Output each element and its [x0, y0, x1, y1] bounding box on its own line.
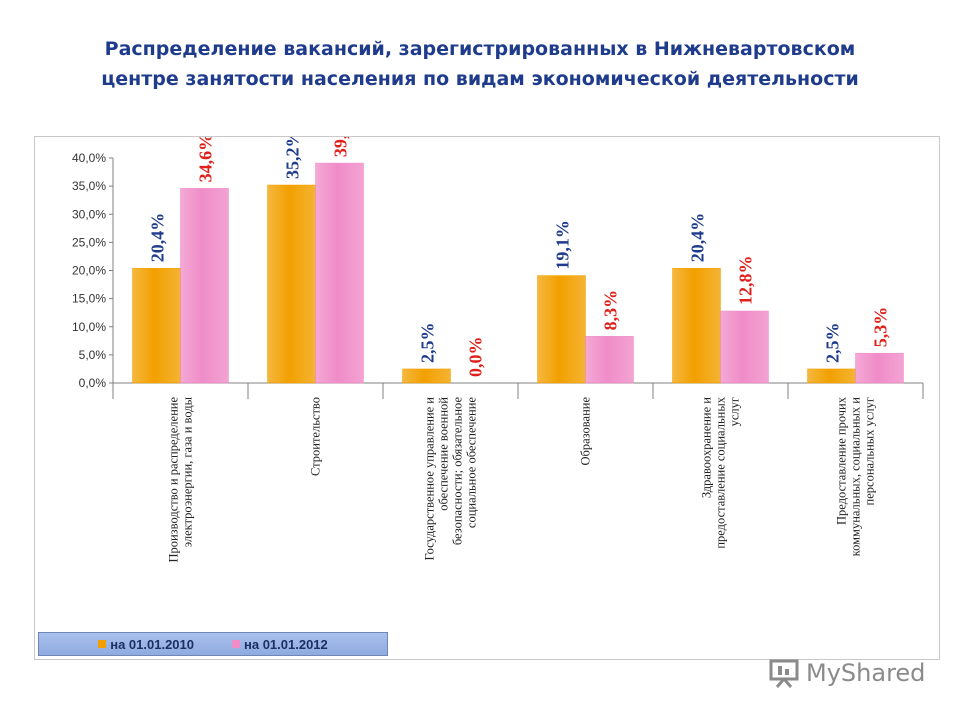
- chart-title-line-1: Распределение вакансий, зарегистрированн…: [104, 38, 856, 60]
- data-label-2010: 2,5%: [823, 322, 843, 363]
- y-tick-label: 30,0%: [72, 207, 106, 221]
- chart-frame: 0,0% 5,0% 10,0% 15,0% 20,0% 25,0% 30,0% 35,0% 40…: [34, 136, 940, 660]
- bar-chart: 0,0% 5,0% 10,0% 15,0% 20,0% 25,0% 30,0% 35,0% 40…: [72, 137, 924, 563]
- bar-2012: [585, 336, 634, 384]
- y-tick-label: 40,0%: [72, 151, 106, 165]
- data-label-2012: 39,1%: [331, 137, 351, 157]
- bar-2010: [807, 368, 856, 384]
- watermark: MyShared: [768, 656, 925, 690]
- data-label-2012: 34,6%: [196, 137, 216, 182]
- bar-2010: [537, 275, 586, 384]
- category-label: персональных услуг: [863, 397, 877, 505]
- category-label: Производство и распределение: [167, 397, 181, 563]
- bar-2012: [720, 310, 769, 384]
- data-label-2010: 2,5%: [418, 322, 438, 363]
- chart-title: Распределение вакансий, зарегистрированн…: [40, 34, 920, 94]
- legend-entry-2010: на 01.01.2010: [98, 637, 194, 652]
- category-label: Строительство: [309, 397, 323, 476]
- y-tick-label: 5,0%: [79, 348, 107, 362]
- data-label-2010: 20,4%: [688, 213, 708, 263]
- data-label-2010: 35,2%: [283, 137, 303, 179]
- category-label: Образование: [579, 397, 593, 466]
- legend-entry-2012: на 01.01.2012: [232, 637, 328, 652]
- data-label-2010: 19,1%: [553, 220, 573, 270]
- category-label: услуг: [728, 397, 742, 426]
- bar-2012: [855, 352, 904, 384]
- category-label: Предоставление прочих: [835, 396, 849, 525]
- category-label: электроэнергии, газа и воды: [181, 396, 195, 547]
- data-label-2012: 12,8%: [736, 256, 756, 306]
- bar-2010: [402, 368, 451, 384]
- legend-label-2010: на 01.01.2010: [110, 636, 194, 652]
- bar-2010: [132, 268, 181, 384]
- category-label: обеспечение военной: [437, 397, 451, 511]
- legend-swatch-2010: [98, 640, 107, 648]
- presentation-icon: [769, 659, 799, 688]
- bar-2012: [180, 188, 229, 384]
- category-label: социальное обеспечение: [465, 397, 479, 529]
- chart-title-line-2: центре занятости населения по видам экон…: [101, 68, 859, 90]
- bar-2010: [267, 184, 316, 384]
- data-label-2010: 20,4%: [148, 213, 168, 263]
- y-tick-label: 20,0%: [72, 264, 106, 278]
- category-label: безопасности; обязательное: [451, 397, 465, 546]
- bar-2012: [315, 162, 364, 384]
- y-tick-label: 0,0%: [79, 376, 107, 390]
- data-label-2012: 8,3%: [601, 290, 621, 331]
- category-label: коммунальных, социальных и: [849, 397, 863, 557]
- y-tick-label: 10,0%: [72, 320, 106, 334]
- legend-label-2012: на 01.01.2012: [244, 636, 328, 652]
- bar-2010: [672, 268, 721, 384]
- chart-legend: на 01.01.2010 на 01.01.2012: [38, 632, 388, 656]
- data-label-2012: 0,0%: [466, 337, 486, 378]
- category-label: предоставление социальных: [714, 396, 728, 548]
- legend-swatch-2012: [232, 640, 240, 648]
- y-tick-label: 15,0%: [72, 292, 106, 306]
- category-label: Здравоохранение и: [700, 397, 714, 498]
- category-label: Государственное управление и: [423, 397, 437, 561]
- data-label-2012: 5,3%: [871, 307, 891, 348]
- y-tick-label: 25,0%: [72, 235, 106, 249]
- y-tick-label: 35,0%: [72, 179, 106, 193]
- watermark-text: MyShared: [806, 659, 926, 687]
